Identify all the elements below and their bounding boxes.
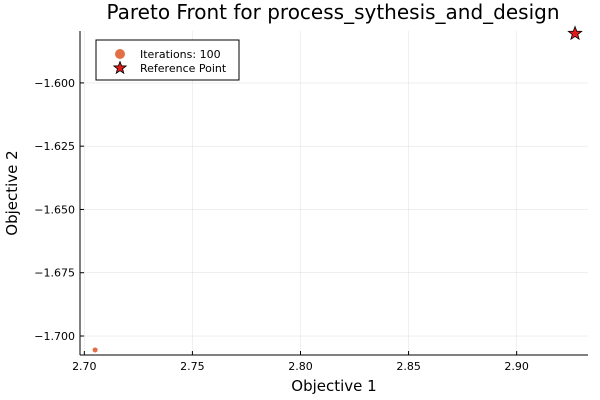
data-points bbox=[92, 25, 583, 353]
legend-box bbox=[95, 39, 240, 81]
x-tick-label: 2.85 bbox=[396, 360, 421, 373]
reference-point-marker bbox=[567, 25, 583, 41]
x-tick-label: 2.70 bbox=[72, 360, 97, 373]
y-tick-label: −1.650 bbox=[34, 203, 75, 216]
legend-marker-iterations bbox=[115, 49, 125, 59]
y-tick-label: −1.625 bbox=[34, 140, 75, 153]
legend: Iterations: 100 Reference Point bbox=[95, 39, 240, 81]
grid bbox=[80, 31, 588, 355]
chart-title: Pareto Front for process_sythesis_and_de… bbox=[106, 0, 559, 24]
y-tick-label: −1.600 bbox=[34, 77, 75, 90]
x-tick-label: 2.80 bbox=[288, 360, 313, 373]
y-axis-label: Objective 2 bbox=[3, 150, 21, 235]
y-tick-label: −1.700 bbox=[34, 330, 75, 343]
axes bbox=[79, 31, 588, 356]
x-tick-label: 2.90 bbox=[504, 360, 529, 373]
x-ticks: 2.70 2.75 2.80 2.85 2.90 bbox=[72, 351, 529, 373]
y-tick-label: −1.675 bbox=[34, 267, 75, 280]
legend-label-iterations: Iterations: 100 bbox=[140, 48, 221, 61]
legend-label-reference: Reference Point bbox=[140, 62, 227, 75]
legend-marker-reference bbox=[112, 60, 128, 75]
x-tick-label: 2.75 bbox=[180, 360, 205, 373]
x-axis-label: Objective 1 bbox=[291, 377, 376, 395]
y-ticks: −1.600 −1.625 −1.650 −1.675 −1.700 bbox=[34, 77, 84, 343]
pareto-point-marker bbox=[92, 347, 98, 353]
